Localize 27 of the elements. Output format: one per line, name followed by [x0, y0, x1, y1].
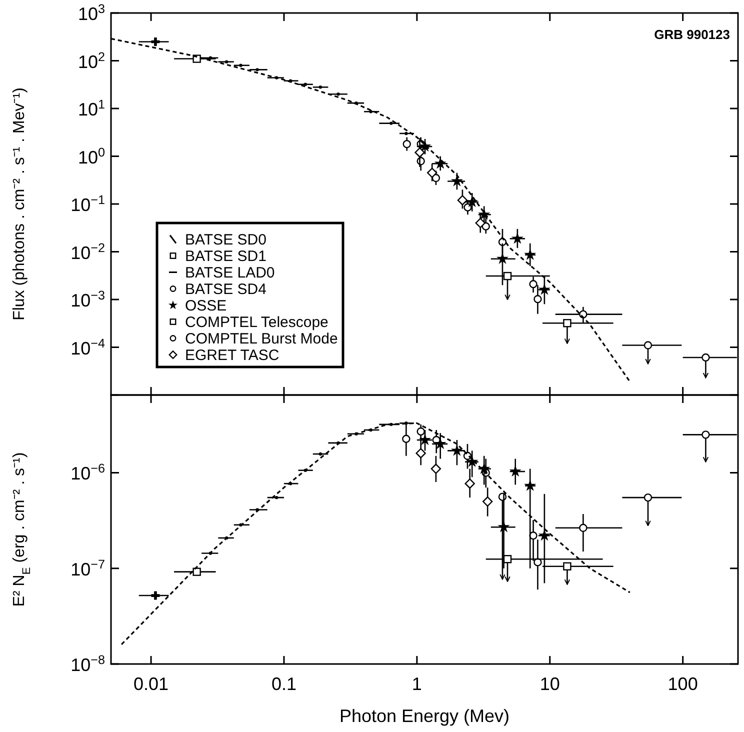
legend-label: BATSE SD1	[185, 248, 266, 265]
x-tick-label: 10	[540, 674, 560, 694]
y-tick-label: 10$^{0}$	[78, 145, 105, 168]
legend-label: COMPTEL Burst Mode	[185, 330, 338, 348]
y-axis-title: Flux (photons . cm⁻² . s⁻¹ . Mev⁻¹)	[11, 88, 28, 320]
legend-label: OSSE	[185, 297, 227, 314]
y-tick-label: 10$^{−2}$	[70, 240, 105, 263]
y-tick-label: 10$^{−3}$	[70, 288, 105, 310]
y-tick-label: 10$^{−4}$	[70, 336, 105, 358]
y-tick-label: 10$^{−1}$	[70, 193, 105, 215]
legend-label: BATSE LAD0	[185, 264, 275, 282]
y-tick-label: 10$^{2}$	[78, 50, 105, 72]
x-tick-label: 0.1	[271, 674, 296, 694]
x-tick-label: 1	[412, 674, 422, 694]
x-axis-title: Photon Energy (Mev)	[339, 706, 510, 726]
y-tick-label: 10$^{−8}$	[70, 653, 105, 675]
legend-label: EGRET TASC	[185, 346, 280, 364]
y-tick-label: 10$^{−6}$	[70, 462, 105, 484]
legend-label: COMPTEL Telescope	[185, 314, 328, 331]
legend-label: BATSE SD0	[185, 231, 266, 248]
y-tick-label: 10$^{−7}$	[70, 557, 105, 580]
y-tick-label: 10$^{1}$	[78, 98, 105, 120]
annotation: GRB 990123	[654, 27, 730, 42]
x-tick-label: 100	[668, 674, 698, 694]
legend-label: BATSE SD4	[185, 280, 266, 298]
y-tick-label: 10$^{3}$	[78, 2, 105, 24]
x-tick-label: 0.01	[134, 674, 169, 694]
